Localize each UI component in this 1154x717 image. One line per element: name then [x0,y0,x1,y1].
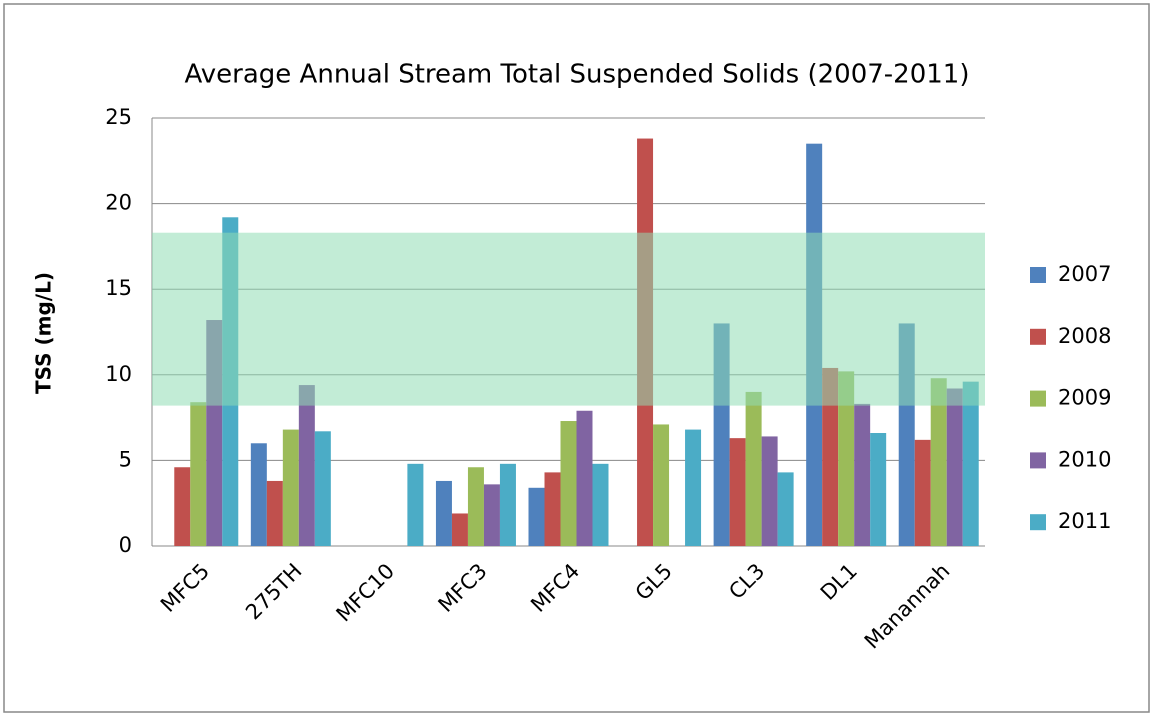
y-axis-title: TSS (mg/L) [32,272,56,394]
legend-label: 2009 [1058,386,1111,410]
bar [914,439,931,546]
shaded-range [152,232,985,406]
bar [250,443,267,546]
chart-title: Average Annual Stream Total Suspended So… [185,60,970,90]
y-tick-label: 10 [105,362,132,386]
bar [870,433,887,546]
bar [499,463,516,546]
bar [946,388,963,546]
bar [467,467,484,546]
bar [962,381,979,546]
bar [174,467,191,546]
bar [190,402,207,546]
bar [576,410,593,546]
bar [314,431,331,546]
bar [854,403,871,546]
y-tick-label: 15 [105,276,132,300]
bar [761,436,778,546]
bar [483,484,500,546]
y-tick-label: 20 [105,191,132,215]
bar [592,463,609,546]
legend-swatch [1030,514,1046,531]
bar [298,385,315,546]
bar [653,424,670,546]
bar [451,513,468,546]
legend-swatch [1030,267,1046,283]
y-tick-label: 5 [119,447,132,471]
bar [528,487,545,546]
bar [930,378,947,546]
bar [777,472,794,546]
y-tick-label: 0 [119,533,132,557]
bar [822,367,839,546]
bar [560,421,577,546]
bar [435,480,452,546]
bar [407,463,424,546]
legend-swatch [1030,328,1046,345]
bar [544,472,561,546]
bar [838,371,855,546]
bar [685,429,702,546]
bar [282,429,299,546]
bar [729,438,746,546]
legend-label: 2007 [1058,262,1111,286]
legend-label: 2011 [1058,509,1111,533]
legend-swatch [1030,390,1046,407]
bar [266,480,283,546]
legend-swatch [1030,452,1046,469]
legend-label: 2010 [1058,447,1111,471]
bar [745,391,762,546]
y-tick-label: 25 [105,105,132,129]
legend-label: 2008 [1058,324,1111,348]
